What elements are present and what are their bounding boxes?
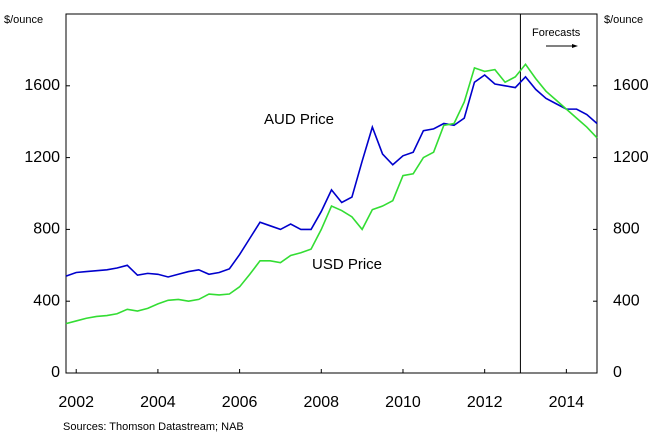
y-tick-label: 0 — [51, 364, 60, 381]
y2-unit-label: $/ounce — [604, 14, 643, 26]
y2-tick-label: 0 — [613, 364, 622, 381]
y2-tick-label: 400 — [613, 292, 640, 309]
x-tick-label: 2002 — [58, 394, 94, 411]
x-tick-label: 2010 — [385, 394, 421, 411]
forecast-label: Forecasts — [532, 27, 581, 39]
series-line — [65, 62, 598, 325]
y-tick-label: 400 — [33, 292, 60, 309]
y-tick-label: 1200 — [24, 149, 60, 166]
aud-label: AUD Price — [264, 111, 334, 128]
plot-frame — [65, 13, 598, 374]
x-tick-label: 2004 — [140, 394, 176, 411]
x-tick-label: 2014 — [549, 394, 585, 411]
y2-tick-label: 1200 — [613, 149, 649, 166]
x-tick-label: 2006 — [222, 394, 258, 411]
y-unit-label: $/ounce — [4, 14, 43, 26]
y-tick-label: 1600 — [24, 77, 60, 94]
y2-tick-label: 1600 — [613, 77, 649, 94]
x-tick-label: 2008 — [303, 394, 339, 411]
x-tick-label: 2012 — [467, 394, 503, 411]
source: Sources: Thomson Datastream; NAB — [63, 421, 244, 433]
usd-label: USD Price — [312, 256, 382, 273]
series-line — [65, 74, 598, 278]
forecast-arrowhead — [572, 44, 578, 48]
y2-tick-label: 800 — [613, 221, 640, 238]
y-tick-label: 800 — [33, 221, 60, 238]
